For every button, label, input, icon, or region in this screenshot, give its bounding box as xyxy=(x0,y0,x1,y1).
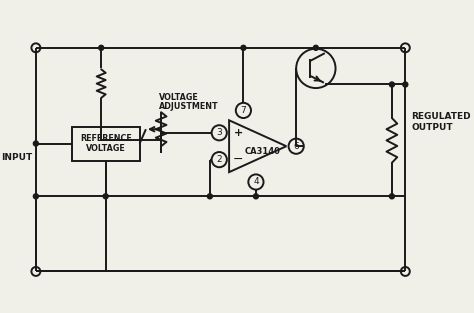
Text: −: − xyxy=(233,153,243,166)
Circle shape xyxy=(103,194,108,199)
Text: 3: 3 xyxy=(217,128,222,137)
Circle shape xyxy=(390,82,394,87)
Circle shape xyxy=(254,194,258,199)
Text: 7: 7 xyxy=(240,106,246,115)
Text: 4: 4 xyxy=(253,177,259,187)
Circle shape xyxy=(33,141,38,146)
Text: CA3140: CA3140 xyxy=(244,147,280,156)
Text: 2: 2 xyxy=(217,155,222,164)
Circle shape xyxy=(33,194,38,199)
Text: +: + xyxy=(233,128,243,138)
Text: INPUT: INPUT xyxy=(1,153,32,162)
Circle shape xyxy=(207,194,212,199)
Text: VOLTAGE: VOLTAGE xyxy=(159,93,199,102)
Text: 6: 6 xyxy=(293,142,299,151)
Circle shape xyxy=(99,45,104,50)
Text: REGULATED
OUTPUT: REGULATED OUTPUT xyxy=(411,112,471,132)
Circle shape xyxy=(313,45,319,50)
Text: REFERENCE: REFERENCE xyxy=(80,134,131,143)
Circle shape xyxy=(390,194,394,199)
Text: VOLTAGE: VOLTAGE xyxy=(86,144,126,153)
Text: ADJUSTMENT: ADJUSTMENT xyxy=(159,102,219,111)
Circle shape xyxy=(403,82,408,87)
Circle shape xyxy=(241,45,246,50)
